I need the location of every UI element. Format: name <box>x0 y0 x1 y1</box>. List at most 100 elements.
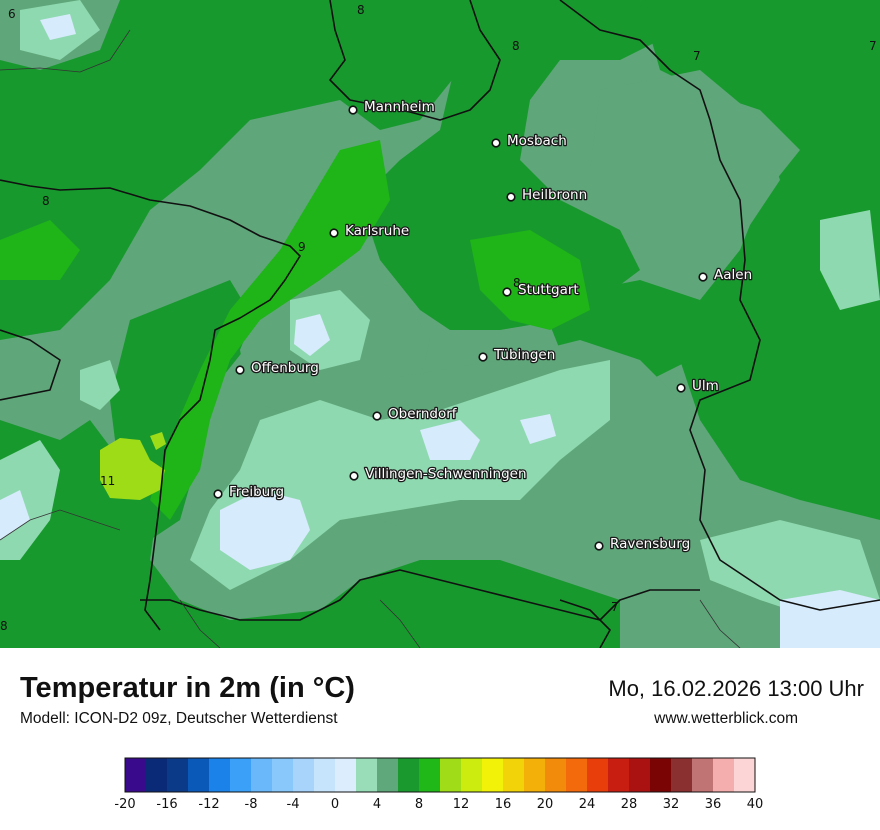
legend-swatch <box>524 758 545 792</box>
city-tuebingen[interactable]: Tübingen <box>478 346 557 364</box>
city-mannheim[interactable]: Mannheim <box>348 98 436 116</box>
legend-swatch <box>650 758 671 792</box>
forecast-datetime: Mo, 16.02.2026 13:00 Uhr <box>608 676 864 701</box>
legend-tick-label: -8 <box>245 797 258 812</box>
legend-swatch <box>440 758 461 792</box>
temperature-map: 6 8 8 7 7 8 9 8 11 7 8 Mannheim Mosbach … <box>0 0 880 648</box>
minor-border-3 <box>179 599 221 648</box>
state-border-east <box>559 0 880 611</box>
model-source: Modell: ICON-D2 09z, Deutscher Wetterdie… <box>20 710 338 727</box>
city-heilbronn[interactable]: Heilbronn <box>506 186 588 204</box>
legend-tick-label: 28 <box>621 797 638 812</box>
city-marker <box>329 228 339 238</box>
city-marker <box>235 365 245 375</box>
city-marker <box>348 105 358 115</box>
city-villingen-schwenningen[interactable]: Villingen-Schwenningen <box>349 465 528 483</box>
legend-swatch <box>293 758 314 792</box>
green-zone-northwest <box>0 0 470 340</box>
city-label: Heilbronn <box>522 187 587 203</box>
legend-swatch <box>167 758 188 792</box>
legend-swatch <box>482 758 503 792</box>
legend-tick-label: 24 <box>579 797 596 812</box>
color-legend: -20 -16 -12 -8 -4 0 4 8 12 16 20 24 28 32 36 40 <box>115 757 763 812</box>
legend-tick-label: 32 <box>663 797 680 812</box>
city-aalen[interactable]: Aalen <box>698 266 753 284</box>
green-zone-east <box>640 0 880 520</box>
legend-swatch <box>629 758 650 792</box>
legend-swatch <box>671 758 692 792</box>
yellow-green-zone-kaiserstuhl <box>100 438 165 500</box>
yellow-green-zone-spot <box>150 432 166 450</box>
legend-swatch <box>608 758 629 792</box>
footer: Temperatur in 2m (in °C) Modell: ICON-D2… <box>0 648 880 830</box>
city-label: Mosbach <box>507 133 567 149</box>
legend-swatch <box>503 758 524 792</box>
legend-swatch <box>125 758 146 792</box>
legend-swatch <box>251 758 272 792</box>
legend-swatch <box>692 758 713 792</box>
minor-border-5 <box>699 599 741 648</box>
legend-swatches <box>124 757 756 793</box>
lake-constance <box>559 599 611 648</box>
legend-swatch <box>314 758 335 792</box>
legend-swatch <box>209 758 230 792</box>
city-mosbach[interactable]: Mosbach <box>491 132 568 150</box>
city-label: Offenburg <box>251 360 319 376</box>
city-ulm[interactable]: Ulm <box>676 377 720 395</box>
legend-ticks: -20 -16 -12 -8 -4 0 4 8 12 16 20 24 28 32 36 40 <box>115 797 763 812</box>
contour-label: 9 <box>298 240 306 254</box>
city-marker <box>349 471 359 481</box>
city-label: Karlsruhe <box>345 223 409 239</box>
website-link[interactable]: www.wetterblick.com <box>654 710 798 727</box>
minor-border-4 <box>379 599 421 648</box>
light-green-zone-east <box>820 210 880 310</box>
minor-borders <box>0 29 741 648</box>
contour-label: 7 <box>693 49 701 63</box>
legend-tick-label: 12 <box>453 797 470 812</box>
pale-blue-zone-alb <box>420 420 480 460</box>
city-offenburg[interactable]: Offenburg <box>235 359 320 377</box>
legend-swatch <box>272 758 293 792</box>
city-karlsruhe[interactable]: Karlsruhe <box>329 222 411 240</box>
contour-label: 8 <box>0 619 8 633</box>
pale-blue-zone-alps <box>780 590 880 648</box>
city-oberndorf[interactable]: Oberndorf <box>372 405 459 423</box>
light-green-zone-vosges-north <box>80 360 120 410</box>
city-marker <box>506 192 516 202</box>
bright-green-zone-west <box>0 220 80 280</box>
city-marker <box>698 272 708 282</box>
legend-swatch <box>230 758 251 792</box>
city-label: Mannheim <box>364 99 435 115</box>
contour-label: 8 <box>357 3 365 17</box>
contour-labels: 6 8 8 7 7 8 9 8 11 7 8 <box>0 3 877 633</box>
city-marker <box>502 287 512 297</box>
state-border-north <box>329 0 501 121</box>
legend-tick-label: 36 <box>705 797 722 812</box>
city-marker <box>594 541 604 551</box>
city-freiburg[interactable]: Freiburg <box>213 483 285 501</box>
legend-swatch <box>587 758 608 792</box>
minor-border-1 <box>0 29 131 73</box>
pale-blue-zone-vosges <box>0 490 30 540</box>
city-label: Ulm <box>692 378 719 394</box>
contour-label: 11 <box>100 474 115 488</box>
city-label: Oberndorf <box>388 406 458 422</box>
bright-green-zone-neckar <box>470 230 590 330</box>
legend-swatch <box>566 758 587 792</box>
legend-tick-label: 0 <box>331 797 339 812</box>
city-ravensburg[interactable]: Ravensburg <box>594 535 692 553</box>
city-label: Freiburg <box>229 484 284 500</box>
legend-tick-label: -12 <box>198 797 219 812</box>
contour-label: 8 <box>513 276 521 290</box>
border-west <box>0 329 61 401</box>
city-stuttgart[interactable]: Stuttgart <box>502 281 580 299</box>
city-marker <box>491 138 501 148</box>
legend-swatch <box>356 758 377 792</box>
city-label: Stuttgart <box>518 282 579 298</box>
contour-label: 8 <box>512 39 520 53</box>
contour-label: 7 <box>611 600 619 614</box>
legend-swatch <box>398 758 419 792</box>
pale-blue-zone-alb-east <box>520 414 556 444</box>
grey-green-zone-northeast <box>590 70 780 260</box>
legend-tick-label: 40 <box>747 797 764 812</box>
